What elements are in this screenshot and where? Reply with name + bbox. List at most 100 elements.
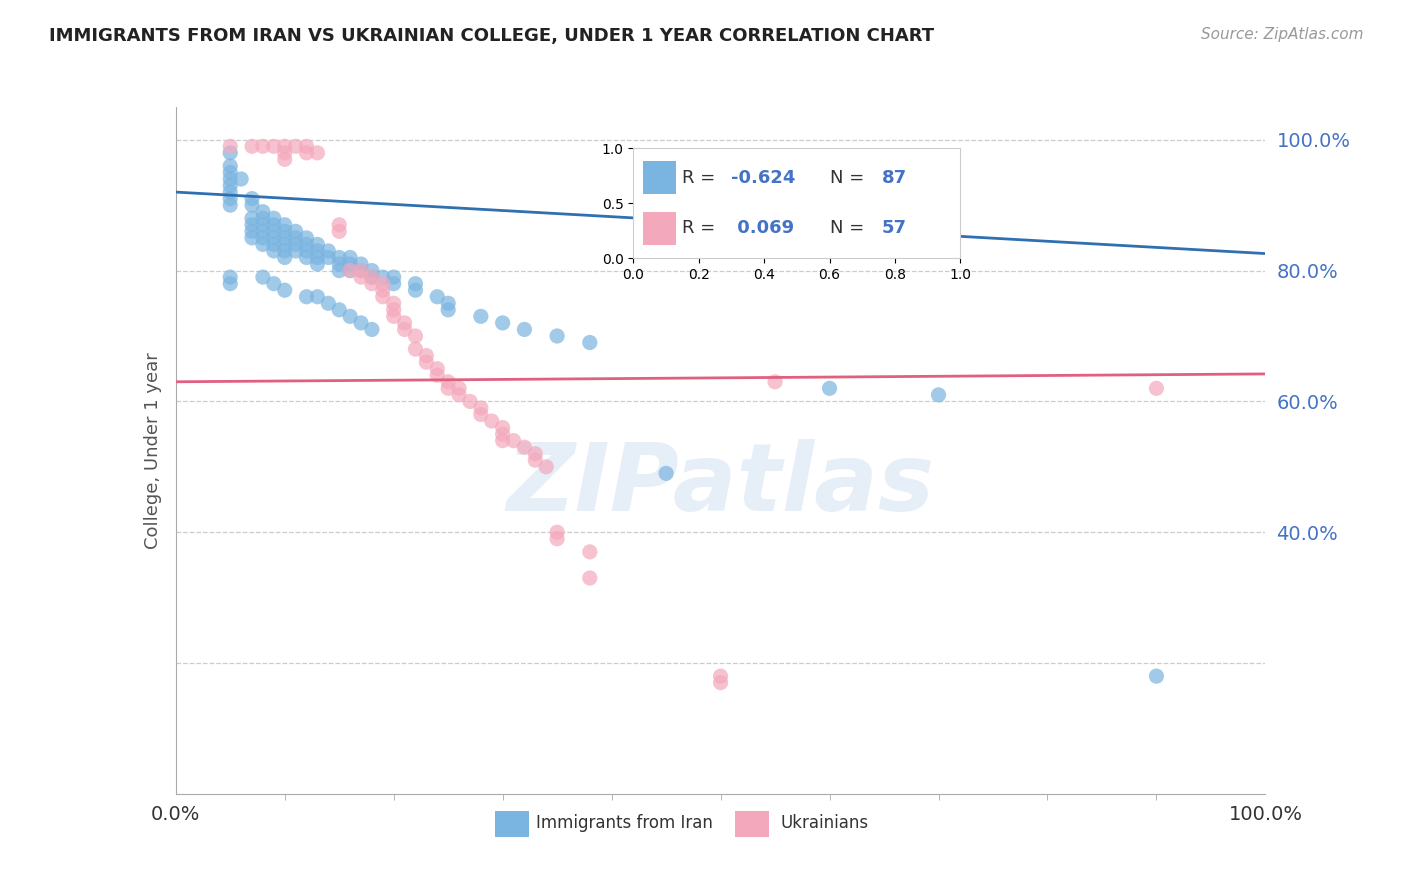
Point (328, 302, 350, 317)
Point (295, 145, 318, 160)
Point (295, 139, 318, 153)
Text: R =: R = (682, 169, 721, 187)
Point (240, 211, 263, 226)
Point (295, 290, 318, 304)
Point (274, 153, 297, 167)
Point (252, 224, 274, 238)
Point (449, 388, 471, 402)
Point (415, 355, 437, 369)
Point (318, 251, 340, 265)
Point (339, 310, 361, 324)
Text: Source: ZipAtlas.com: Source: ZipAtlas.com (1201, 27, 1364, 42)
Point (371, 290, 394, 304)
Point (382, 310, 405, 324)
Point (307, 290, 329, 304)
Point (307, 257, 329, 271)
Point (263, 224, 285, 238)
Point (252, 218, 274, 232)
Point (339, 263, 361, 277)
Point (263, 244, 285, 258)
Y-axis label: College, Under 1 year: College, Under 1 year (143, 352, 162, 549)
Point (263, 211, 285, 226)
Point (382, 270, 405, 285)
Point (240, 192, 263, 206)
Point (328, 251, 350, 265)
Point (284, 224, 307, 238)
Point (339, 263, 361, 277)
Point (350, 263, 373, 277)
Point (274, 145, 297, 160)
Point (274, 244, 297, 258)
Point (252, 204, 274, 219)
Point (240, 198, 263, 212)
FancyBboxPatch shape (495, 811, 529, 837)
Point (339, 257, 361, 271)
Point (252, 139, 274, 153)
Point (219, 198, 242, 212)
Point (219, 172, 242, 186)
Point (307, 237, 329, 252)
Point (426, 290, 449, 304)
Point (371, 283, 394, 297)
Point (219, 192, 242, 206)
Point (437, 302, 460, 317)
Point (492, 420, 515, 434)
Point (382, 296, 405, 310)
Point (284, 231, 307, 245)
Point (328, 257, 350, 271)
Point (350, 316, 373, 330)
Point (240, 139, 263, 153)
Point (371, 277, 394, 291)
Point (481, 414, 503, 428)
Point (405, 329, 427, 343)
Point (361, 277, 384, 291)
Point (263, 277, 285, 291)
Point (437, 375, 460, 389)
Point (763, 375, 786, 389)
Point (284, 139, 307, 153)
Point (328, 218, 350, 232)
Point (350, 257, 373, 271)
Point (524, 447, 547, 461)
Point (405, 342, 427, 356)
Point (492, 434, 515, 448)
Text: IMMIGRANTS FROM IRAN VS UKRAINIAN COLLEGE, UNDER 1 YEAR CORRELATION CHART: IMMIGRANTS FROM IRAN VS UKRAINIAN COLLEG… (49, 27, 935, 45)
Point (219, 145, 242, 160)
Point (252, 211, 274, 226)
Point (274, 139, 297, 153)
Point (361, 270, 384, 285)
Point (328, 224, 350, 238)
Point (546, 532, 568, 546)
Point (458, 394, 481, 409)
Point (546, 329, 568, 343)
Point (361, 263, 384, 277)
Point (263, 139, 285, 153)
Point (295, 237, 318, 252)
Point (426, 361, 449, 376)
Point (219, 165, 242, 179)
Point (252, 231, 274, 245)
Point (449, 381, 471, 395)
Point (502, 434, 524, 448)
Point (252, 237, 274, 252)
Point (405, 277, 427, 291)
Point (350, 270, 373, 285)
Point (437, 381, 460, 395)
Point (240, 218, 263, 232)
Point (534, 459, 557, 474)
Point (219, 277, 242, 291)
Point (274, 231, 297, 245)
Point (405, 283, 427, 297)
Point (307, 244, 329, 258)
Point (219, 159, 242, 173)
Text: 0.069: 0.069 (731, 219, 794, 237)
Point (274, 218, 297, 232)
Point (579, 545, 602, 559)
Point (295, 244, 318, 258)
Point (295, 251, 318, 265)
Point (394, 316, 416, 330)
Text: Ukrainians: Ukrainians (780, 814, 869, 832)
Point (710, 675, 733, 690)
Text: Immigrants from Iran: Immigrants from Iran (536, 814, 713, 832)
Point (1146, 381, 1168, 395)
